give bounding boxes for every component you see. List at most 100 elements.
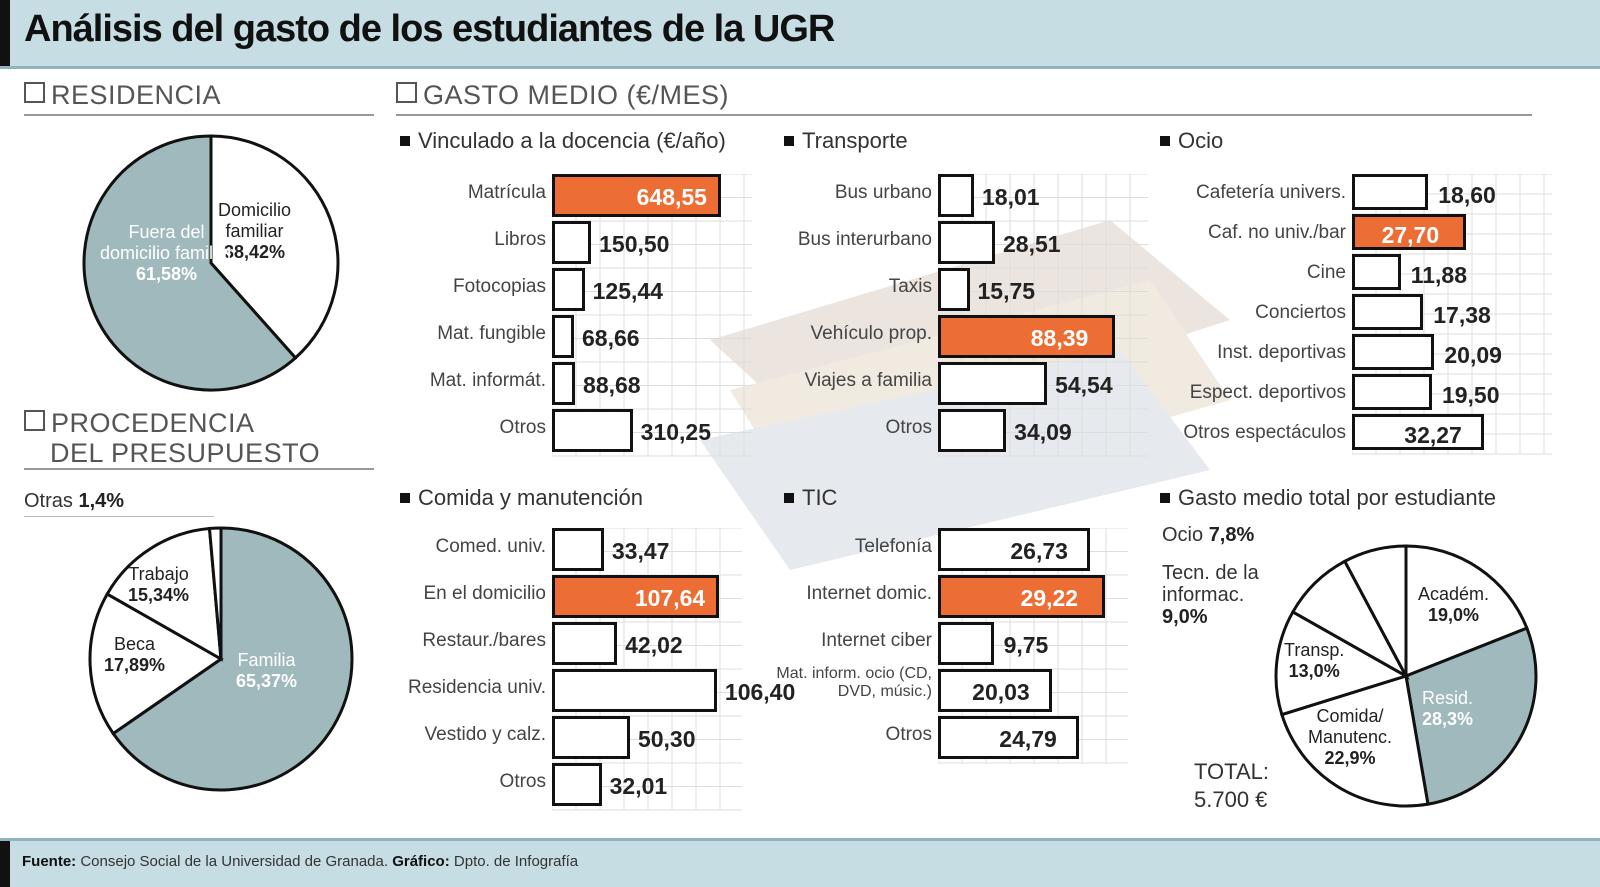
pie-label-resid: Resid. 28,3% [1422,688,1473,730]
bar [1352,334,1435,370]
bar-value-label: 20,09 [1444,342,1502,368]
bar-category-label: En el domicilio [423,583,547,604]
bar-value-label: 125,44 [592,278,663,304]
pie-value: 38,42% [223,242,286,262]
bar-category-label: Libros [494,229,546,250]
bar-value-label: 50,30 [637,726,696,752]
procedencia-pie [88,526,354,792]
bar [938,174,975,217]
bar [1352,294,1424,330]
bar [938,528,1091,571]
pie-value: 9,0% [1162,606,1208,628]
bar-value-label: 26,73 [1010,538,1068,564]
bar [938,622,994,665]
section-procedencia: PROCEDENCIA DEL PRESUPUESTO [24,408,320,468]
pie-label-text: Transp. [1284,640,1345,660]
bar-category-label: Cafetería univers. [1196,182,1346,203]
bar-category-label: Viajes a familia [804,370,932,391]
pie-slice-slice-5 [1274,609,1410,717]
bar-value-label: 18,01 [982,184,1040,210]
pie-value: 17,89% [104,655,166,675]
pie-value: 28,3% [1422,709,1474,729]
bar [1352,254,1401,290]
pie-slice-slice-3 [1404,626,1538,806]
pie-slice-slice-4 [1279,674,1430,808]
bar-category-label: Bus urbano [834,182,932,203]
pie-slice-fuera [82,134,298,392]
bar [1352,414,1485,450]
bar [938,409,1007,452]
bar-category-label: Otros [885,417,932,438]
bar-value-label: 150,50 [599,231,670,257]
bar-category-label: Restaur./bares [422,630,546,651]
pie-slice-beca [88,591,224,736]
footer-accent-bar [0,841,10,887]
pie-label-text: Ocio [1162,524,1204,546]
bar [938,669,1053,712]
bar [938,362,1048,405]
bar-value-label: 19,50 [1441,382,1500,408]
subheading-text: Comida y manutención [418,485,644,510]
divider [24,468,374,470]
pie-label-tecn: Tecn. de la informac. 9,0% [1162,562,1259,628]
section-residencia: RESIDENCIA [24,80,221,111]
bar-value-label: 18,60 [1438,182,1496,208]
pie-value: 7,8% [1208,524,1255,546]
pie-label-text: Domicilio [218,200,292,220]
bar-value-label: 42,02 [625,632,683,658]
bullet-icon [784,136,794,146]
pie-label-fuera: Fuera del domicilio familiar 61,58% [100,222,233,285]
bar [938,268,970,311]
bar-category-label: Bus interurbano [797,229,932,250]
header-banner: Análisis del gasto de los estudiantes de… [0,0,1600,69]
pie-label-comida: Comida/ Manutenc. 22,9% [1308,706,1392,769]
bar [552,622,618,665]
bar-category-label: Internet domic. [806,583,932,604]
bar-value-label: 88,68 [583,372,641,398]
bar-value-label: 20,03 [972,679,1030,705]
bar [1352,374,1432,410]
section-residencia-label: RESIDENCIA [51,80,222,110]
bar-category-label: Otros [499,771,546,792]
section-procedencia-label: PROCEDENCIA [51,408,255,438]
pie-value: 13,0% [1288,661,1340,681]
bar-value-label: 648,55 [636,184,707,210]
gasto-total-pie [1274,544,1538,808]
pie-value: 22,9% [1324,748,1376,768]
bar-category-label: Conciertos [1255,302,1346,323]
section-procedencia-label-2: DEL PRESUPUESTO [50,438,321,468]
bar-category-label: Residencia univ. [407,677,546,698]
otras-label: Otras [24,490,73,512]
pie-label-academ: Académ. 19,0% [1418,584,1489,626]
bar-category-label: Telefonía [854,536,932,557]
bar-value-label: 28,51 [1003,231,1061,257]
bar-category-label: Mat. inform. ocio (CD, DVD, músic.) [776,665,932,700]
bullet-icon [784,493,794,503]
bullet-icon [400,136,410,146]
bar-category-label: Espect. deportivos [1189,382,1346,403]
bar [938,221,996,264]
bar [1352,214,1466,250]
bar [552,268,585,311]
bar [552,409,633,452]
bar-value-label: 54,54 [1055,372,1113,398]
subheading-tic: TIC [784,485,837,511]
bar-value-label: 32,01 [609,773,668,799]
bar-value-label: 32,27 [1404,422,1462,448]
bullet-icon [1160,493,1170,503]
checkbox-icon [24,410,45,431]
bar-category-label: Internet ciber [821,630,932,651]
pie-label-trabajo: Trabajo 15,34% [128,564,189,606]
bar [552,669,717,712]
bar-value-label: 33,47 [611,538,670,564]
bar [552,716,630,759]
bar-category-label: Otros [499,417,546,438]
bar-category-label: Cine [1306,262,1346,283]
pie-label-text: Beca [114,634,156,654]
bar [552,528,604,571]
fuente-text: Consejo Social de la Universidad de Gran… [80,853,389,870]
otras-note: Otras 1,4% [24,490,124,513]
pie-slice-domicilio [209,134,340,360]
pie-label-text: informac. [1162,584,1245,606]
checkbox-icon [24,82,45,103]
